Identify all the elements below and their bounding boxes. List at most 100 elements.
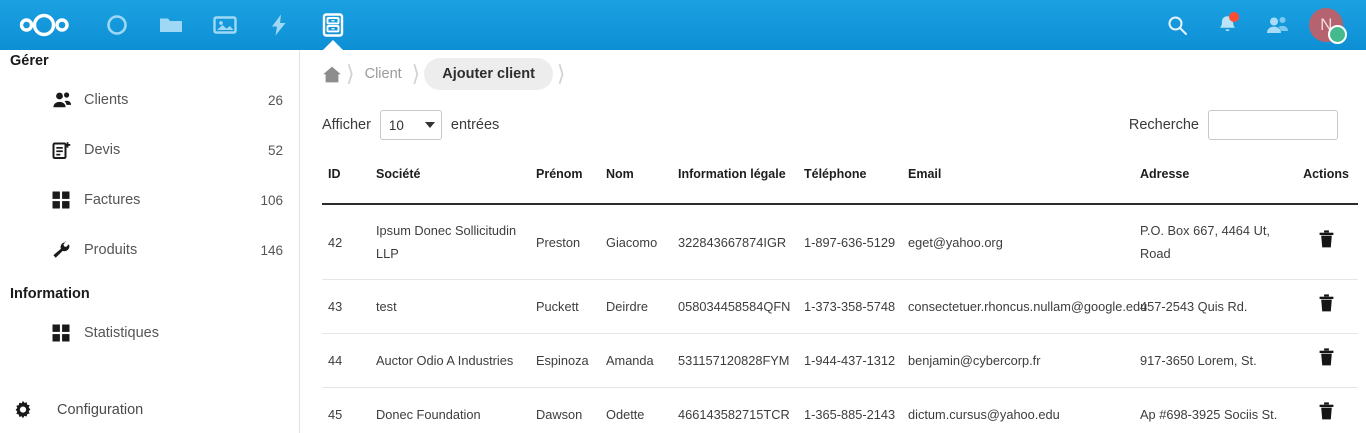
breadcrumb-separator: ⟩ (346, 61, 355, 86)
column-header-societe[interactable]: Société (370, 144, 530, 205)
column-header-telephone[interactable]: Téléphone (798, 144, 902, 205)
sidebar-item-count: 26 (267, 92, 283, 108)
cell-adresse: P.O. Box 667, 4464 Ut, Road (1134, 204, 1294, 280)
top-navigation-bar: N (0, 0, 1366, 50)
activity-icon[interactable] (252, 0, 306, 50)
topbar-actions: N (1152, 0, 1366, 50)
search-input[interactable] (1208, 110, 1338, 140)
trash-icon (1319, 294, 1333, 312)
breadcrumb: ⟩ Client ⟩ Ajouter client ⟩ (310, 50, 1346, 98)
delete-button[interactable] (1319, 348, 1334, 366)
cell-societe: Ipsum Donec Sollicitudin LLP (370, 204, 530, 280)
page-length-suffix: entrées (450, 117, 500, 133)
column-header-prenom[interactable]: Prénom (530, 144, 600, 205)
sidebar: Gérer Clients 26 Devis 52 (0, 50, 300, 433)
cell-nom: Amanda (600, 333, 672, 388)
clients-icon (52, 91, 78, 109)
table-row[interactable]: 43 test Puckett Deirdre 058034458584QFN … (322, 279, 1358, 334)
sidebar-item-statistiques[interactable]: Statistiques (0, 308, 299, 358)
sidebar-item-label: Produits (84, 242, 138, 258)
breadcrumb-current[interactable]: Ajouter client (424, 58, 553, 90)
cell-actions (1294, 387, 1358, 433)
sidebar-item-label: Clients (84, 92, 129, 108)
cell-actions (1294, 279, 1358, 334)
page-length-control: Afficher 10 25 50 100 entrées (322, 110, 499, 140)
cell-telephone: 1-897-636-5129 (798, 204, 902, 280)
cell-telephone: 1-373-358-5748 (798, 279, 902, 334)
cell-actions (1294, 333, 1358, 388)
cell-email: benjamin@cybercorp.fr (902, 333, 1134, 388)
page-length-select[interactable]: 10 25 50 100 (379, 110, 442, 140)
sidebar-item-count: 52 (267, 142, 283, 158)
column-header-actions: Actions (1294, 144, 1358, 205)
sidebar-item-label: Statistiques (84, 325, 159, 341)
invoices-icon[interactable] (306, 0, 360, 50)
avatar[interactable]: N (1302, 0, 1350, 50)
trash-icon (1319, 229, 1333, 247)
home-icon[interactable] (322, 65, 342, 84)
breadcrumb-separator: ⟩ (556, 61, 566, 86)
quote-icon (52, 141, 78, 160)
sidebar-item-label: Configuration (57, 402, 144, 418)
cell-nom: Giacomo (600, 204, 672, 280)
main-content: ⟩ Client ⟩ Ajouter client ⟩ Afficher 10 … (301, 50, 1366, 433)
delete-button[interactable] (1319, 294, 1334, 312)
cell-id: 44 (322, 333, 370, 388)
photos-icon[interactable] (198, 0, 252, 50)
table-row[interactable]: 44 Auctor Odio A Industries Espinoza Ama… (322, 333, 1358, 388)
search-icon[interactable] (1152, 0, 1202, 50)
cell-email: eget@yahoo.org (902, 204, 1134, 280)
files-icon[interactable] (144, 0, 198, 50)
sidebar-item-clients[interactable]: Clients 26 (0, 75, 299, 125)
nextcloud-logo[interactable] (0, 13, 90, 37)
column-header-nom[interactable]: Nom (600, 144, 672, 205)
cell-adresse: 457-2543 Quis Rd. (1134, 279, 1294, 334)
table-header-row: ID Société Prénom Nom Information légale… (322, 144, 1358, 205)
dashboard-icon[interactable] (90, 0, 144, 50)
cell-societe: test (370, 279, 530, 334)
sidebar-item-produits[interactable]: Produits 146 (0, 225, 299, 275)
search-label: Recherche (1128, 117, 1199, 133)
sidebar-item-configuration[interactable]: Configuration (0, 387, 300, 433)
cell-id: 43 (322, 279, 370, 334)
notification-badge (1229, 12, 1239, 22)
cell-societe: Auctor Odio A Industries (370, 333, 530, 388)
cell-id: 45 (322, 387, 370, 433)
cell-nom: Deirdre (600, 279, 672, 334)
cell-email: dictum.cursus@yahoo.edu (902, 387, 1134, 433)
breadcrumb-client[interactable]: Client (364, 66, 402, 82)
delete-button[interactable] (1319, 402, 1334, 420)
invoice-grid-icon (52, 191, 78, 209)
delete-button[interactable] (1319, 229, 1334, 248)
cell-prenom: Dawson (530, 387, 600, 433)
cell-societe: Donec Foundation (370, 387, 530, 433)
wrench-icon (52, 241, 78, 259)
clients-table: ID Société Prénom Nom Information légale… (322, 144, 1358, 433)
table-body: 42 Ipsum Donec Sollicitudin LLP Preston … (322, 204, 1358, 433)
column-header-legale[interactable]: Information légale (672, 144, 798, 205)
sidebar-item-devis[interactable]: Devis 52 (0, 125, 299, 175)
cell-legale: 058034458584QFN (672, 279, 798, 334)
table-controls: Afficher 10 25 50 100 entrées Recherche (310, 98, 1346, 144)
page-length-prefix: Afficher (322, 117, 371, 133)
sidebar-item-factures[interactable]: Factures 106 (0, 175, 299, 225)
column-header-id[interactable]: ID (322, 144, 370, 205)
cell-prenom: Espinoza (530, 333, 600, 388)
sidebar-item-label: Factures (84, 192, 141, 208)
contacts-icon[interactable] (1252, 0, 1302, 50)
column-header-email[interactable]: Email (902, 144, 1134, 205)
cell-nom: Odette (600, 387, 672, 433)
stats-grid-icon (52, 324, 78, 342)
bell-icon[interactable] (1202, 0, 1252, 50)
sidebar-item-count: 106 (260, 192, 283, 208)
search-control: Recherche (1129, 110, 1338, 140)
cell-legale: 322843667874IGR (672, 204, 798, 280)
table-row[interactable]: 42 Ipsum Donec Sollicitudin LLP Preston … (322, 204, 1358, 280)
breadcrumb-separator: ⟩ (411, 61, 421, 86)
trash-icon (1319, 402, 1333, 420)
table-row[interactable]: 45 Donec Foundation Dawson Odette 466143… (322, 387, 1358, 433)
column-header-adresse[interactable]: Adresse (1134, 144, 1294, 205)
cell-legale: 531157120828FYM (672, 333, 798, 388)
cell-adresse: 917-3650 Lorem, St. (1134, 333, 1294, 388)
cell-legale: 466143582715TCR (672, 387, 798, 433)
